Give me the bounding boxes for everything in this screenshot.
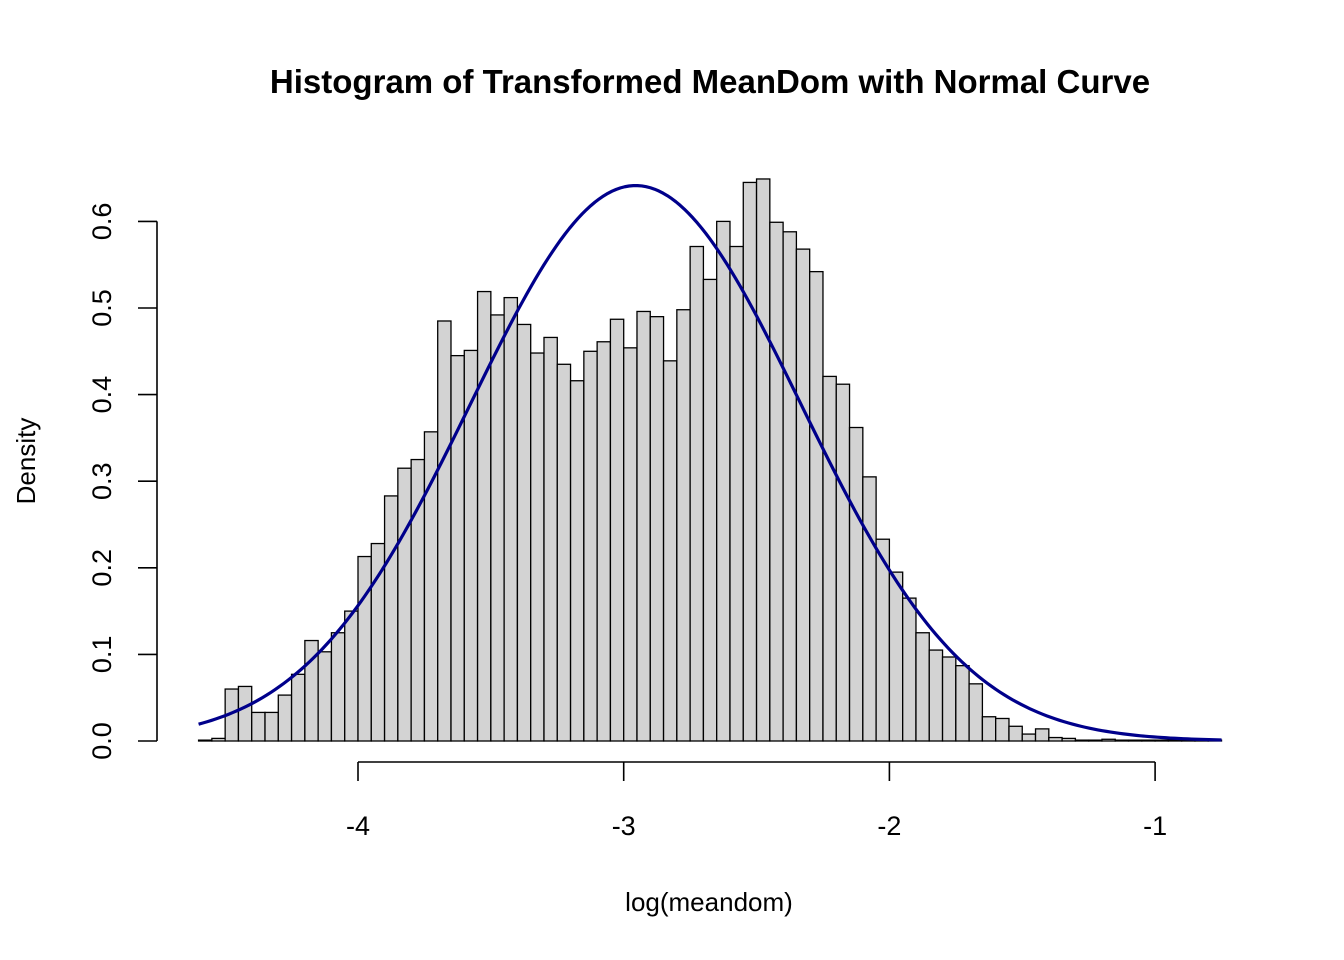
histogram-bar: [1154, 739, 1170, 742]
histogram-bar: [197, 739, 213, 742]
histogram-bar: [689, 245, 705, 742]
histogram-bar: [1127, 739, 1143, 742]
y-tick-label: 0.5: [87, 289, 117, 327]
histogram-bar: [596, 341, 612, 742]
histogram-bar: [928, 649, 944, 742]
histogram-bar: [955, 665, 970, 742]
histogram-bar: [995, 717, 1010, 742]
y-axis-label: Density: [11, 418, 41, 505]
histogram-bar: [1021, 733, 1037, 742]
histogram-bar: [623, 347, 638, 742]
histogram-bar: [423, 431, 439, 742]
histogram-bar: [1141, 739, 1156, 742]
histogram-bar: [755, 178, 771, 742]
histogram-bar: [862, 476, 877, 742]
histogram-bar: [1074, 739, 1090, 742]
histogram-bar: [437, 320, 452, 742]
y-tick-label: 0.3: [87, 462, 117, 500]
histogram-bar: [383, 495, 399, 742]
histogram-bars: [197, 178, 1223, 742]
histogram-bar: [330, 632, 346, 742]
x-tick-label: -3: [612, 811, 636, 841]
histogram-bar: [729, 245, 744, 742]
histogram-bar: [543, 336, 558, 742]
x-axis: -4 -3 -2 -1: [346, 761, 1167, 841]
histogram-bar: [1088, 739, 1103, 742]
y-tick-label: 0.0: [87, 722, 117, 760]
histogram-bar: [344, 610, 359, 742]
histogram-bar: [583, 350, 598, 742]
histogram-bar: [370, 542, 386, 742]
histogram-bar: [569, 380, 585, 742]
histogram-bar: [1114, 739, 1130, 742]
histogram-bar: [357, 555, 372, 742]
y-tick-label: 0.4: [87, 376, 117, 414]
histogram-bar: [941, 656, 957, 742]
histogram-bar: [1008, 725, 1023, 742]
histogram-bar: [609, 318, 625, 742]
histogram-bar: [1101, 738, 1116, 742]
histogram-bar: [782, 231, 798, 742]
histogram-bar: [702, 278, 718, 742]
histogram-bar: [397, 467, 412, 742]
histogram-bar: [848, 426, 864, 742]
y-tick-label: 0.1: [87, 636, 117, 674]
histogram-bar: [1048, 736, 1063, 742]
histogram-bar: [516, 323, 532, 742]
histogram-bar: [795, 248, 811, 742]
histogram-bar: [968, 683, 984, 742]
histogram-bar: [822, 375, 837, 742]
histogram-bar: [503, 296, 519, 742]
histogram-bar: [676, 309, 691, 742]
histogram-bar: [662, 360, 678, 742]
x-tick-label: -4: [346, 811, 370, 841]
histogram-bar: [835, 383, 851, 742]
histogram-bar: [490, 314, 505, 742]
y-axis: 0.0 0.1 0.2 0.3 0.4 0.5 0.6: [87, 203, 158, 760]
histogram-bar: [1061, 737, 1077, 742]
histogram-bar: [237, 685, 253, 742]
normal-curve: [198, 184, 1222, 742]
x-tick-label: -1: [1143, 811, 1167, 841]
histogram-bar: [476, 290, 492, 742]
y-tick-label: 0.6: [87, 203, 117, 241]
histogram-bar: [530, 352, 545, 742]
histogram-bar: [1034, 728, 1050, 742]
histogram-bar: [769, 221, 784, 742]
histogram-bar: [742, 181, 758, 742]
histogram-bar: [1167, 739, 1183, 742]
histogram-bar: [290, 673, 306, 742]
histogram-bar: [317, 651, 333, 742]
histogram-bar: [809, 270, 824, 742]
histogram-bar: [264, 711, 279, 742]
histogram-bar: [649, 316, 665, 742]
y-tick-label: 0.2: [87, 549, 117, 587]
histogram-bar: [636, 310, 651, 742]
histogram-bar: [981, 716, 997, 742]
chart-title: Histogram of Transformed MeanDom with No…: [270, 63, 1150, 100]
histogram-bar: [277, 694, 293, 742]
histogram-bar: [251, 711, 266, 742]
histogram-bar: [915, 632, 930, 742]
histogram-bar: [450, 354, 465, 742]
histogram-bar: [902, 597, 917, 742]
x-axis-label: log(meandom): [625, 887, 793, 917]
histogram-bar: [211, 737, 226, 742]
histogram-bar: [716, 220, 731, 742]
histogram-bar: [556, 363, 572, 742]
histogram-bar: [888, 571, 904, 742]
x-tick-label: -2: [877, 811, 901, 841]
